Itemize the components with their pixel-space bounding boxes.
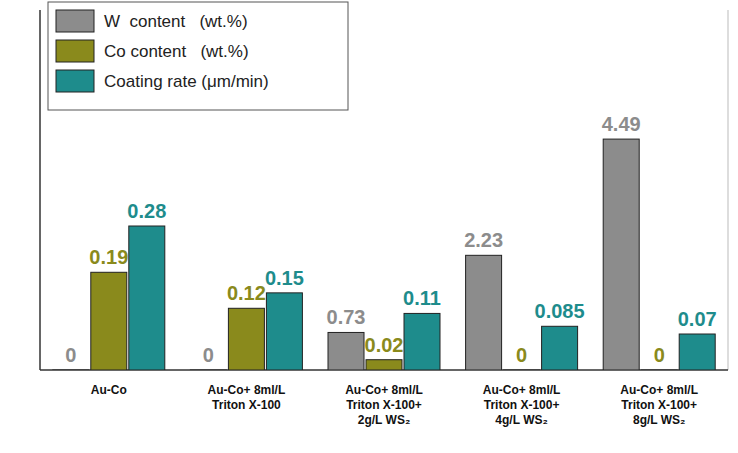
- bar: [366, 360, 402, 370]
- y-axis-line: [39, 10, 41, 370]
- chart: 0 0 0.73 2.23 4.49 0.19 0.12 0.02 0 0 0.28 0.15 0.11…: [0, 0, 738, 453]
- data-label: 0.11: [403, 287, 441, 309]
- bar: [228, 308, 264, 370]
- bar: [266, 293, 302, 370]
- data-labels: 0 0 0.73 2.23 4.49 0.19 0.12 0.02 0 0 0.28 0.15 0.11…: [65, 113, 716, 366]
- bar: [190, 370, 226, 371]
- x-tick-label: Au-Co: [91, 383, 127, 397]
- legend-label: W content (wt.%): [104, 12, 248, 31]
- bar: [603, 139, 639, 370]
- data-label: 0: [65, 344, 76, 366]
- legend-box: [48, 2, 348, 110]
- bars: [53, 139, 715, 370]
- legend-swatch: [56, 10, 94, 32]
- data-label: 0: [516, 344, 527, 366]
- data-label: 0: [203, 344, 214, 366]
- bar: [504, 370, 540, 371]
- bar: [679, 334, 715, 370]
- data-label: 0: [654, 344, 665, 366]
- data-label: 2.23: [464, 229, 503, 251]
- data-label: 0.28: [127, 200, 166, 222]
- data-label: 0.15: [265, 267, 304, 289]
- bar: [641, 370, 677, 371]
- data-label: 0.73: [327, 306, 366, 328]
- data-label: 0.19: [89, 246, 128, 268]
- data-label: 0.07: [678, 308, 717, 330]
- bar: [466, 255, 502, 370]
- data-label: 4.49: [602, 113, 641, 135]
- legend-label: Co content (wt.%): [104, 42, 249, 61]
- bar: [53, 370, 89, 371]
- data-label: 0.02: [365, 334, 404, 356]
- legend-swatch: [56, 40, 94, 62]
- x-tick-label: Au-Co+ 8ml/LTriton X-100+2g/L WS₂: [345, 383, 423, 427]
- x-tick-label: Au-Co+ 8ml/LTriton X-100: [208, 383, 286, 412]
- bar: [91, 272, 127, 370]
- data-label: 0.085: [535, 300, 585, 322]
- legend-swatch: [56, 70, 94, 92]
- y2-axis-line: [728, 10, 729, 370]
- bar: [328, 332, 364, 370]
- legend-label: Coating rate (μm/min): [104, 72, 269, 91]
- bar: [542, 326, 578, 370]
- bar: [404, 313, 440, 370]
- legend: W content (wt.%) Co content (wt.%) Coating…: [48, 2, 348, 110]
- x-tick-label: Au-Co+ 8ml/LTriton X-100+8g/L WS₂: [620, 383, 698, 427]
- x-tick-label: Au-Co+ 8ml/LTriton X-100+4g/L WS₂: [483, 383, 561, 427]
- bar: [129, 226, 165, 370]
- data-label: 0.12: [227, 282, 266, 304]
